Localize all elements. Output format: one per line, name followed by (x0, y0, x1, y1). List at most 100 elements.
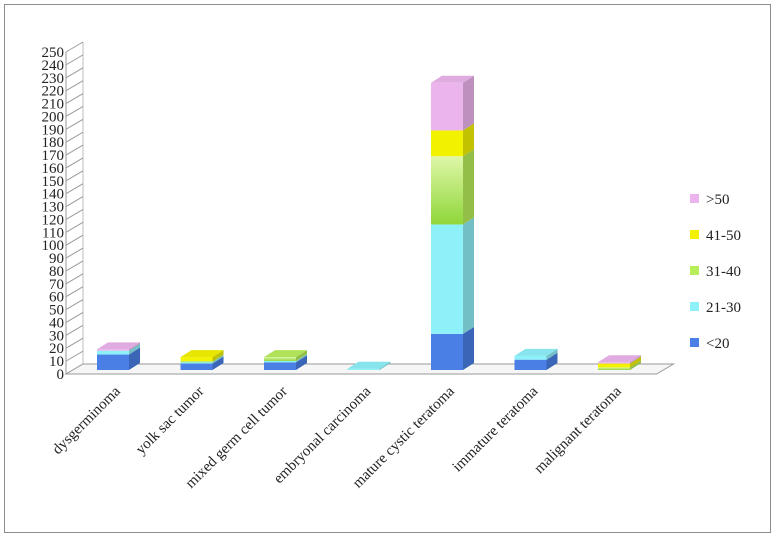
bar-segment-side (212, 353, 224, 363)
legend-swatch (690, 194, 699, 203)
y-tick-mark (65, 93, 84, 104)
bar-segment-side (546, 352, 558, 370)
y-tick-label: 90 (49, 251, 64, 267)
bar-segment (598, 363, 630, 368)
y-tick-label: 10 (49, 354, 64, 370)
bar-segment-side (463, 217, 474, 334)
bar-segment (431, 333, 463, 370)
bar-segment-side (463, 75, 474, 131)
bar-segment (264, 362, 296, 370)
y-tick-mark (65, 170, 84, 182)
bar-segment (598, 362, 630, 364)
y-tick-mark (65, 286, 84, 298)
bar-top (598, 355, 641, 363)
bar-segment-side (296, 355, 307, 370)
y-tick-mark (65, 299, 84, 311)
y-tick-label: 130 (42, 200, 65, 216)
y-tick-label: 30 (49, 328, 64, 344)
bar-segment-side (296, 353, 307, 363)
y-tick-label: 20 (49, 341, 64, 357)
y-tick-mark (65, 157, 84, 169)
bar-stack (180, 350, 224, 370)
bar-segment (264, 360, 296, 363)
chart-frame (4, 4, 771, 533)
bar-stack (347, 361, 391, 370)
legend-swatch (690, 230, 699, 239)
bar-top (180, 350, 224, 358)
y-tick-mark (65, 273, 84, 285)
bar-segment (97, 349, 129, 351)
legend-swatch (690, 266, 699, 275)
bar-segment (598, 367, 630, 370)
bar-segment-side (129, 347, 140, 370)
y-tick-mark (65, 234, 84, 246)
legend-item: 31-40 (690, 264, 741, 280)
bar-segment-side (379, 361, 391, 370)
bar-segment-side (630, 360, 641, 370)
y-tick-label: 80 (49, 264, 64, 280)
y-tick-label: 240 (42, 58, 65, 74)
y-tick-label: 100 (42, 238, 65, 254)
bar-layer (97, 75, 641, 370)
y-tick-label: 60 (49, 290, 64, 306)
bar-segment (431, 156, 463, 225)
category-label: immature teratoma (450, 383, 542, 475)
bar-segment (180, 360, 213, 363)
category-label: malignant teratoma (531, 383, 625, 477)
bar-segment (431, 224, 463, 334)
bar-segment-side (630, 356, 641, 368)
bar-segment-side (212, 355, 224, 364)
bar-segment-side (129, 342, 140, 351)
y-tick-label: 110 (42, 225, 64, 241)
y-tick-mark (65, 80, 84, 92)
y-tick-mark (65, 221, 84, 233)
bar-segment-side (129, 343, 140, 355)
bar-stack (598, 355, 641, 370)
y-tick-label: 200 (42, 109, 65, 125)
bar-top (347, 361, 391, 369)
bar-segment-side (212, 356, 224, 370)
bar-top (431, 75, 474, 83)
category-label: yolk sac tumor (133, 384, 207, 458)
bar-segment-side (463, 326, 474, 370)
bar-stack (264, 350, 307, 370)
bar-top (264, 350, 307, 358)
y-tick-mark (65, 337, 84, 349)
bar-top (97, 342, 140, 350)
legend-item: 41-50 (690, 228, 741, 244)
bar-stack (431, 75, 474, 370)
legend-item: <20 (690, 336, 729, 352)
y-tick-mark (65, 41, 84, 53)
y-tick-mark (65, 131, 84, 143)
y-tick-label: 230 (42, 71, 65, 87)
category-label: dysgerminoma (49, 383, 124, 458)
y-tick-mark (65, 183, 84, 195)
y-tick-mark (65, 54, 84, 66)
y-tick-label: 150 (42, 174, 65, 190)
y-tick-label: 220 (42, 84, 65, 100)
bar-segment (431, 82, 463, 131)
bar-stack (97, 342, 140, 370)
y-tick-mark (65, 247, 84, 259)
bar-segment (264, 357, 296, 361)
bar-segment (514, 355, 547, 360)
legend-label: 41-50 (706, 228, 741, 244)
bar-segment-side (212, 350, 224, 361)
y-tick-mark (65, 105, 84, 117)
y-tick-mark (65, 350, 84, 362)
bar-segment-side (296, 350, 307, 361)
legend-label: <20 (706, 336, 729, 352)
bar-segment (347, 368, 380, 370)
y-tick-label: 210 (42, 97, 65, 113)
y-tick-label: 250 (42, 45, 65, 61)
bar-segment (180, 363, 213, 370)
y-tick-mark (65, 196, 84, 207)
legend-item: 21-30 (690, 300, 741, 316)
legend-label: 21-30 (706, 300, 741, 316)
bar-segment (97, 354, 129, 370)
y-tick-mark (65, 209, 84, 220)
y-tick-label: 70 (49, 277, 64, 293)
y-tick-label: 120 (42, 212, 65, 228)
